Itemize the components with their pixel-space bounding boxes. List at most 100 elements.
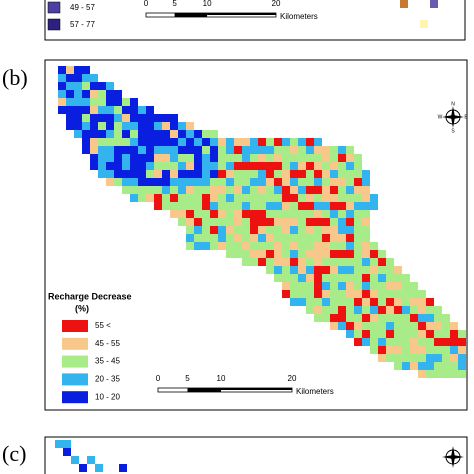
map-cell — [394, 290, 402, 298]
map-cell — [298, 266, 306, 274]
map-cell — [258, 242, 266, 250]
map-cell — [354, 266, 362, 274]
map-cell — [266, 154, 274, 162]
map-cell — [154, 162, 162, 170]
map-cell — [202, 194, 210, 202]
legend-swatch — [62, 391, 88, 404]
map-cell — [178, 122, 186, 130]
map-cell — [370, 338, 378, 346]
map-cell — [418, 354, 426, 362]
map-cell — [98, 162, 106, 170]
map-cell — [154, 202, 162, 210]
map-cell — [130, 138, 138, 146]
map-cell — [346, 202, 354, 210]
map-cell — [138, 106, 146, 114]
map-cell — [138, 178, 146, 186]
map-cell — [298, 258, 306, 266]
map-cell — [154, 138, 162, 146]
map-cell — [74, 66, 82, 74]
map-cell — [338, 194, 346, 202]
map-cell — [314, 218, 322, 226]
map-cell — [378, 338, 386, 346]
map-cell — [426, 370, 434, 378]
map-cell — [122, 162, 130, 170]
map-cell — [450, 322, 458, 330]
map-cell — [314, 250, 322, 258]
map-cell — [330, 258, 338, 266]
map-cell — [354, 242, 362, 250]
map-cell — [290, 162, 298, 170]
map-cell — [322, 218, 330, 226]
map-cell — [362, 282, 370, 290]
map-cell — [346, 306, 354, 314]
map-cell — [290, 258, 298, 266]
map-cell — [82, 90, 90, 98]
map-cell — [258, 138, 266, 146]
map-cell — [434, 306, 442, 314]
map-cell — [298, 186, 306, 194]
map-cell — [354, 154, 362, 162]
map-cell — [362, 298, 370, 306]
map-cell — [218, 146, 226, 154]
map-cell — [418, 298, 426, 306]
map-cell — [314, 186, 322, 194]
map-cell — [378, 354, 386, 362]
map-cell — [426, 314, 434, 322]
map-cell — [306, 154, 314, 162]
map-cell — [146, 154, 154, 162]
map-cell — [186, 154, 194, 162]
map-cell — [346, 282, 354, 290]
map-cell — [330, 194, 338, 202]
map-cell — [242, 194, 250, 202]
map-cell — [402, 354, 410, 362]
map-cell — [242, 154, 250, 162]
map-cell — [394, 274, 402, 282]
map-cell — [114, 138, 122, 146]
map-cell — [242, 178, 250, 186]
map-cell — [250, 250, 258, 258]
map-cell — [354, 338, 362, 346]
map-cell — [370, 346, 378, 354]
map-cell — [130, 178, 138, 186]
map-cell — [298, 218, 306, 226]
map-cell — [450, 338, 458, 346]
map-cell — [234, 162, 242, 170]
map-cell — [274, 178, 282, 186]
map-cell — [346, 314, 354, 322]
map-cell — [114, 162, 122, 170]
map-cell — [362, 330, 370, 338]
map-cell — [346, 162, 354, 170]
map-cell — [418, 306, 426, 314]
map-cell — [162, 138, 170, 146]
map-cell — [162, 186, 170, 194]
map-cell — [258, 218, 266, 226]
map-cell — [194, 186, 202, 194]
map-cell — [346, 258, 354, 266]
map-cell — [378, 282, 386, 290]
map-cell — [426, 346, 434, 354]
map-cell — [82, 114, 90, 122]
map-cell — [370, 250, 378, 258]
map-cell — [370, 330, 378, 338]
panel-label: (c) — [2, 441, 26, 466]
map-cell — [106, 106, 114, 114]
map-cell — [90, 122, 98, 130]
map-cell — [402, 274, 410, 282]
map-cell — [354, 210, 362, 218]
map-cell — [114, 178, 122, 186]
map-cell — [194, 234, 202, 242]
map-cell — [362, 202, 370, 210]
map-cell — [130, 122, 138, 130]
map-cell — [290, 282, 298, 290]
map-cell — [63, 440, 71, 448]
map-cell — [178, 202, 186, 210]
map-cell — [274, 138, 282, 146]
map-cell — [266, 242, 274, 250]
map-cell — [234, 226, 242, 234]
map-cell — [282, 290, 290, 298]
map-cell — [346, 234, 354, 242]
map-cell — [274, 250, 282, 258]
map-cell — [242, 250, 250, 258]
map-cell — [306, 146, 314, 154]
